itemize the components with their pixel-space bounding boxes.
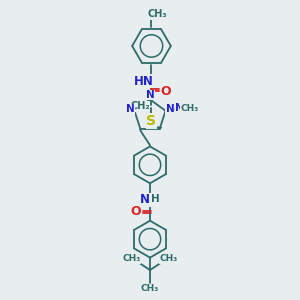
Text: S: S bbox=[146, 114, 157, 128]
Text: N: N bbox=[126, 104, 134, 114]
Text: CH₃: CH₃ bbox=[159, 254, 178, 263]
Text: N: N bbox=[140, 194, 150, 206]
Text: CH₃: CH₃ bbox=[147, 9, 167, 19]
Text: CH₂: CH₂ bbox=[130, 101, 150, 111]
Text: O: O bbox=[160, 85, 171, 98]
Text: N: N bbox=[146, 90, 154, 100]
Text: O: O bbox=[131, 205, 141, 218]
Text: H: H bbox=[151, 194, 160, 204]
Text: N: N bbox=[175, 103, 184, 113]
Text: N: N bbox=[166, 104, 174, 114]
Text: HN: HN bbox=[134, 74, 154, 88]
Text: CH₃: CH₃ bbox=[181, 104, 199, 113]
Text: CH₃: CH₃ bbox=[122, 254, 141, 263]
Text: CH₃: CH₃ bbox=[141, 284, 159, 293]
